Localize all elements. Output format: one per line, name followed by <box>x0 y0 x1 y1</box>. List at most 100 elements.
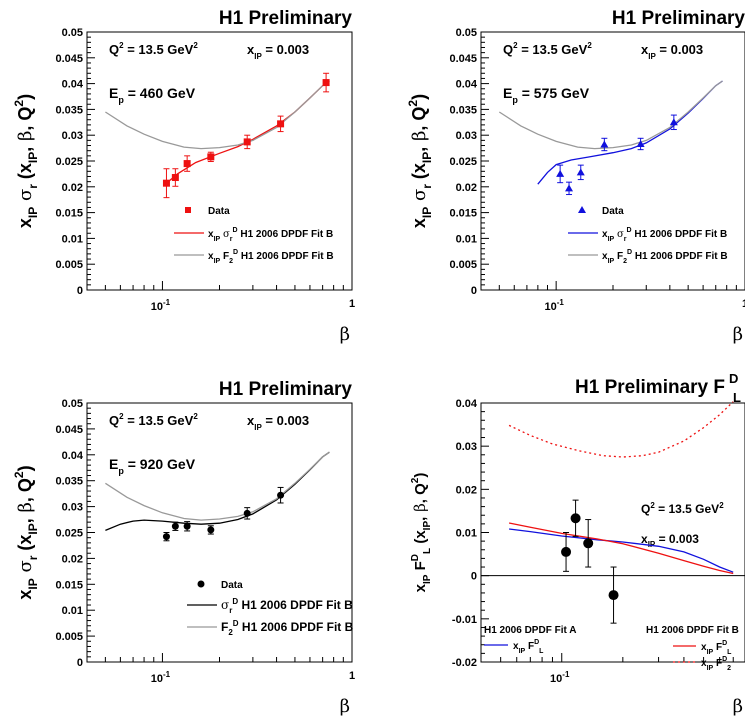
y-axis-label-text: xIP σr (xIP, β, Q2) <box>12 465 40 599</box>
chart-panel-4: -0.02 -0.01 0 0.01 0.02 0.03 0.04 10-1 H1 Prelim… <box>410 371 745 717</box>
legend-label: xIP FDL <box>701 640 732 656</box>
data-point <box>600 140 609 148</box>
q2-annotation: Q2 = 13.5 GeV2 <box>641 501 724 516</box>
y-axis-label-text: xIP σr (xIP, β, Q2) <box>406 94 434 228</box>
y-tick-label: 0.01 <box>62 605 83 617</box>
xip-annotation: xIP = 0.003 <box>641 532 699 549</box>
y-tick-label: 0.045 <box>55 53 83 65</box>
chart-panel-1: 0 0.005 0.01 0.015 0.02 0.025 0.03 0.035 0.04 0.0… <box>12 8 355 345</box>
y-tick-label: 0.03 <box>456 130 477 142</box>
data-point <box>561 546 572 557</box>
y-tick-label: 0 <box>77 657 83 669</box>
y-tick-label: 0.005 <box>55 631 83 643</box>
ep-annotation: Ep = 575 GeV <box>503 85 590 105</box>
legend-marker <box>197 580 205 588</box>
legend-label: xIP F2D H1 2006 DPDF Fit B <box>208 249 334 265</box>
y-tick-label: 0.035 <box>55 476 83 488</box>
data-point <box>570 513 581 524</box>
y-tick-label: 0.015 <box>55 579 83 591</box>
chart-title: H1 Preliminary <box>219 8 352 29</box>
data-point <box>583 538 594 549</box>
y-axis-label: xIP σr (xIP, β, Q2) <box>12 94 40 228</box>
xip-annotation: xIP = 0.003 <box>247 42 309 61</box>
legend-label: xIP F2D H1 2006 DPDF Fit B <box>602 249 728 265</box>
ep-annotation: Ep = 460 GeV <box>109 85 196 105</box>
legend-header-fit-a: H1 2006 DPDF Fit A <box>484 625 576 636</box>
x-tick-label: 10-1 <box>544 298 564 313</box>
data-point <box>277 491 285 499</box>
x-tick-label: 10-1 <box>550 670 570 685</box>
series-curve-1 <box>509 528 734 573</box>
x-axis-label: β <box>733 696 743 717</box>
ep-annotation: Ep = 920 GeV <box>109 456 196 476</box>
legend-label: xIP σrD H1 2006 DPDF Fit B <box>602 227 727 243</box>
y-tick-label: 0.04 <box>456 398 478 410</box>
y-axis-label-text: xIP σr (xIP, β, Q2) <box>12 94 40 228</box>
y-tick-label: 0.04 <box>62 450 84 462</box>
chart-title: H1 Preliminary <box>219 379 352 400</box>
x-tick-label: 1 <box>349 670 355 682</box>
data-point <box>183 522 191 530</box>
chart-panel-3: 0 0.005 0.01 0.015 0.02 0.025 0.03 0.035 0.04 0.0… <box>12 379 355 717</box>
y-tick-label: 0.02 <box>62 553 83 565</box>
q2-annotation: Q2 = 13.5 GeV2 <box>109 412 198 428</box>
legend-label: xIP FD2 <box>701 656 731 672</box>
y-tick-label: 0.045 <box>55 424 83 436</box>
y-tick-label: 0.015 <box>449 208 477 220</box>
y-tick-label: 0.05 <box>456 27 477 39</box>
x-tick-label: 10-1 <box>151 670 171 685</box>
y-tick-label: 0.04 <box>62 79 84 91</box>
data-point <box>556 169 565 177</box>
y-tick-label: 0.04 <box>456 79 478 91</box>
y-tick-label: 0.005 <box>55 259 83 271</box>
legend-label-data: Data <box>221 580 243 591</box>
y-tick-label: 0.025 <box>55 528 83 540</box>
legend-label-data: Data <box>602 206 624 217</box>
y-tick-label: 0.05 <box>62 398 83 410</box>
y-tick-label: 0.01 <box>456 233 477 245</box>
data-point <box>171 174 179 182</box>
y-tick-label: -0.02 <box>452 657 477 669</box>
legend-label: xIP FDL <box>513 639 544 655</box>
y-tick-label: 0.01 <box>456 528 477 540</box>
series-curve-2 <box>508 522 734 575</box>
y-tick-label: 0.005 <box>449 259 477 271</box>
data-point <box>669 118 678 126</box>
x-tick-label: 1 <box>349 298 355 310</box>
x-tick-label: 10-1 <box>151 298 171 313</box>
series-curve-2 <box>498 80 723 150</box>
y-tick-label: 0.03 <box>62 130 83 142</box>
y-tick-label: 0.03 <box>62 502 83 514</box>
legend-header-fit-b: H1 2006 DPDF Fit B <box>646 625 739 636</box>
y-tick-label: 0.01 <box>62 233 83 245</box>
data-point <box>183 160 191 168</box>
legend-marker <box>578 206 586 213</box>
chart-panel-2: 0 0.005 0.01 0.015 0.02 0.025 0.03 0.035 0.04 0.0… <box>406 8 745 345</box>
y-tick-label: -0.01 <box>452 614 477 626</box>
data-point <box>576 168 585 176</box>
data-point <box>277 120 285 128</box>
x-axis-label: β <box>340 696 350 717</box>
y-axis-label: xIP σr (xIP, β, Q2) <box>406 94 434 228</box>
data-point <box>322 79 330 87</box>
xip-annotation: xIP = 0.003 <box>641 42 703 61</box>
y-tick-label: 0.025 <box>55 156 83 168</box>
chart-title: H1 Preliminary <box>612 8 745 29</box>
data-point <box>207 153 215 161</box>
legend-label: σrD H1 2006 DPDF Fit B <box>221 597 353 615</box>
y-tick-label: 0 <box>471 285 477 297</box>
series-curve-3 <box>508 401 734 458</box>
data-point <box>162 533 170 541</box>
data-point <box>162 179 170 187</box>
legend-marker <box>185 207 191 213</box>
y-tick-label: 0.035 <box>55 104 83 116</box>
q2-annotation: Q2 = 13.5 GeV2 <box>109 41 198 57</box>
chart-title: H1 Preliminary F <box>575 377 725 398</box>
y-tick-label: 0.015 <box>55 208 83 220</box>
data-point <box>207 526 215 534</box>
legend-label-data: Data <box>208 206 230 217</box>
legend-label: F2D H1 2006 DPDF Fit B <box>221 619 354 637</box>
legend-label: xIP σrD H1 2006 DPDF Fit B <box>208 227 333 243</box>
y-axis-label: xIP σr (xIP, β, Q2) <box>12 465 40 599</box>
